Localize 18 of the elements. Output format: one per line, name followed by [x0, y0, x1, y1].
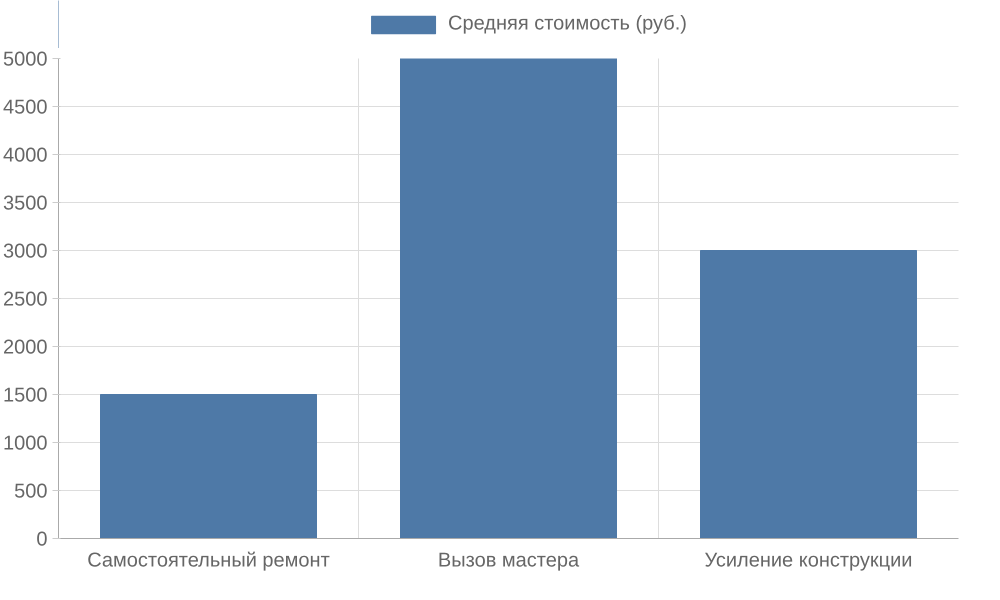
- y-tick-label: 3000: [3, 240, 48, 262]
- y-tick-label: 0: [36, 528, 48, 550]
- y-tick-label: 1000: [3, 432, 48, 454]
- y-tick-label: 500: [14, 480, 48, 502]
- legend-label: Средняя стоимость (руб.): [448, 12, 687, 36]
- x-tick-label: Вызов мастера: [438, 550, 580, 572]
- bar: [700, 250, 917, 538]
- y-tick-label: 2500: [3, 288, 48, 310]
- y-tick-label: 1500: [3, 384, 48, 406]
- y-tick-label: 4000: [3, 144, 48, 166]
- bar: [400, 58, 617, 538]
- y-tick-label: 4500: [3, 96, 48, 118]
- bar: [100, 394, 317, 538]
- x-tick-label: Самостоятельный ремонт: [87, 550, 330, 572]
- y-tick-label: 3500: [3, 192, 48, 214]
- y-tick-label: 5000: [3, 48, 48, 70]
- x-tick-label: Усиление конструкции: [704, 550, 912, 572]
- y-tick-label: 2000: [3, 336, 48, 358]
